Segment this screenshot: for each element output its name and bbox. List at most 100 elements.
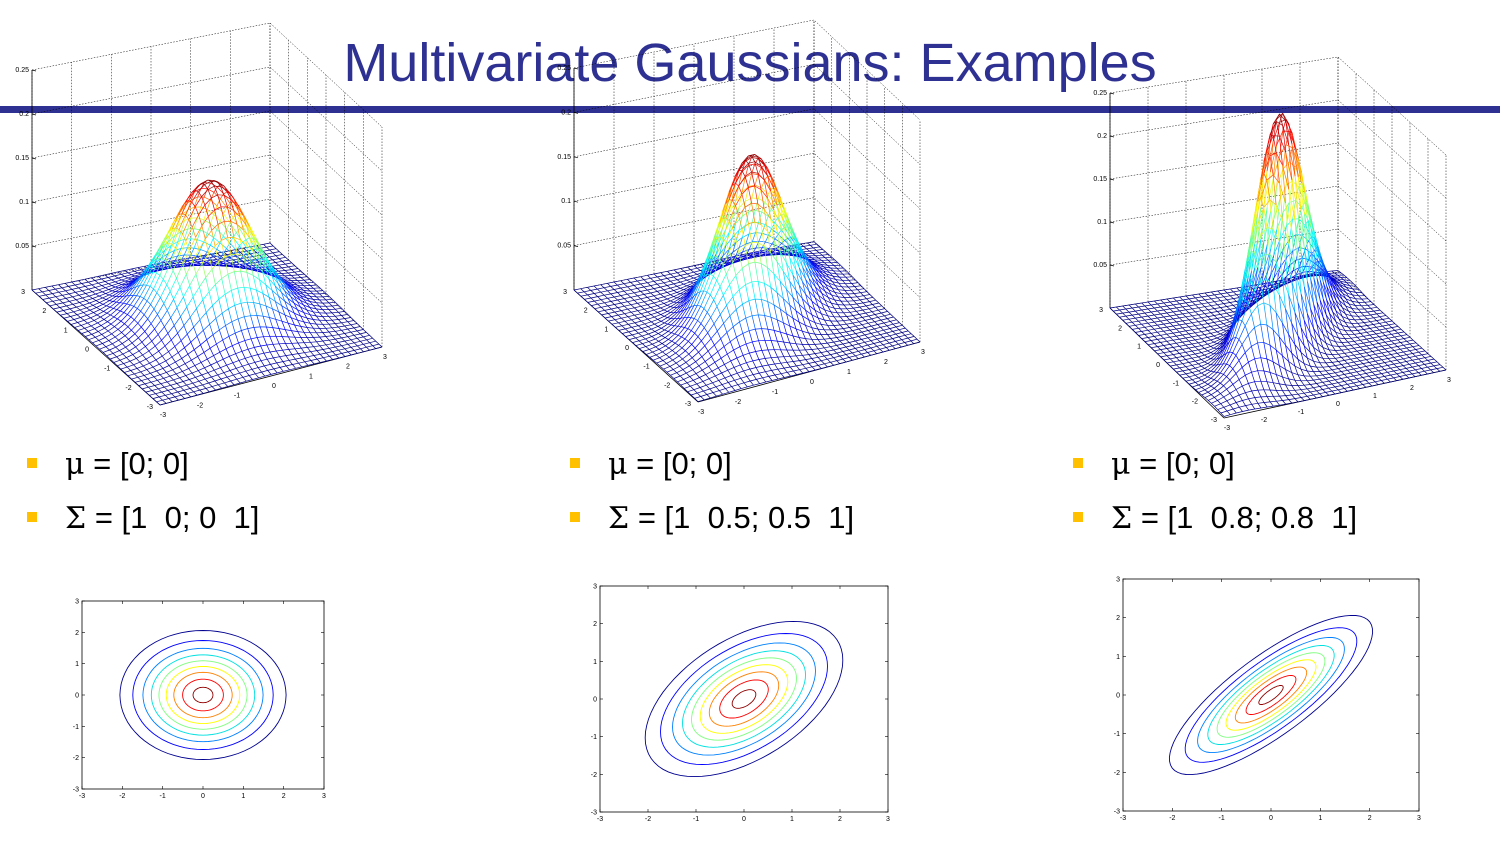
mesh-segment	[776, 191, 781, 206]
mesh-segment	[100, 316, 105, 320]
mesh-segment	[686, 372, 691, 377]
mesh-segment	[75, 290, 83, 293]
mesh-segment	[316, 296, 320, 301]
mesh-segment	[803, 244, 811, 247]
mesh-segment	[237, 286, 245, 289]
mesh-segment	[179, 286, 184, 298]
mesh-segment	[116, 296, 124, 303]
mesh-segment	[208, 253, 213, 270]
mesh-segment	[130, 308, 138, 318]
mesh-segment	[607, 289, 615, 292]
mesh-segment	[185, 226, 193, 242]
mesh-segment	[303, 279, 308, 284]
mesh-segment	[719, 255, 724, 265]
mesh-segment	[316, 332, 320, 338]
mesh-segment	[833, 333, 838, 338]
mesh-segment	[112, 291, 120, 297]
mesh-segment	[722, 220, 730, 239]
mesh-segment	[193, 344, 201, 350]
mesh-segment	[633, 276, 641, 279]
mesh-segment	[322, 296, 330, 298]
mesh-segment	[667, 317, 671, 319]
mesh-segment	[647, 275, 651, 279]
mesh-segment	[207, 185, 215, 190]
mesh-segment	[169, 278, 177, 292]
mesh-segment	[694, 323, 702, 334]
mesh-segment	[176, 383, 181, 388]
mesh-segment	[314, 362, 321, 365]
mesh-segment	[821, 260, 825, 263]
mesh-segment	[684, 330, 692, 340]
mesh-segment	[811, 277, 816, 288]
mesh-segment	[735, 267, 743, 276]
mesh-segment	[688, 347, 696, 355]
mesh-segment	[775, 249, 783, 253]
mesh-segment	[855, 325, 860, 330]
mesh-segment	[833, 316, 838, 322]
mesh-segment	[855, 324, 863, 327]
mesh-segment	[213, 205, 218, 215]
mesh-segment	[805, 293, 813, 302]
mesh-segment	[656, 291, 661, 295]
mesh-segment	[174, 340, 182, 347]
mesh-segment	[601, 314, 606, 319]
mesh-segment	[168, 351, 173, 358]
mesh-segment	[162, 264, 171, 280]
mesh-segment	[49, 296, 56, 299]
mesh-segment	[87, 331, 93, 335]
mesh-segment	[263, 353, 268, 360]
mesh-segment	[590, 296, 598, 299]
mesh-segment	[129, 360, 134, 366]
mesh-segment	[221, 237, 228, 241]
mesh-segment	[293, 303, 298, 310]
mesh-segment	[322, 290, 327, 294]
mesh-segment	[745, 284, 750, 301]
mesh-segment	[741, 165, 749, 173]
mesh-segment	[877, 331, 881, 335]
mesh-segment	[161, 253, 169, 259]
mesh-segment	[284, 314, 292, 319]
mesh-segment	[208, 382, 213, 387]
mesh-segment	[344, 318, 348, 322]
mesh-segment	[245, 239, 253, 250]
mesh-segment	[833, 325, 838, 330]
mesh-segment	[114, 275, 119, 279]
mesh-segment	[294, 277, 298, 281]
mesh-segment	[72, 304, 77, 308]
mesh-segment	[653, 309, 658, 313]
mesh-segment	[278, 258, 283, 262]
mesh-segment	[112, 339, 119, 345]
mesh-segment	[151, 340, 156, 347]
mesh-segment	[742, 211, 749, 217]
y-tick-label: 1	[64, 327, 68, 334]
mesh-segment	[138, 346, 146, 352]
mesh-segment	[667, 304, 671, 308]
mesh-segment	[279, 367, 284, 372]
mesh-segment	[808, 319, 813, 328]
mesh-segment	[160, 381, 168, 385]
mesh-segment	[191, 191, 199, 203]
mesh-segment	[767, 175, 775, 190]
mesh-segment	[87, 322, 92, 327]
mesh-segment	[223, 194, 231, 200]
mesh-segment	[861, 322, 869, 326]
mesh-segment	[107, 321, 112, 325]
mesh-segment	[193, 217, 198, 229]
mesh-segment	[98, 282, 103, 286]
mesh-segment	[657, 309, 665, 313]
mesh-segment	[279, 356, 284, 362]
mesh-segment	[125, 284, 133, 291]
mesh-segment	[653, 279, 661, 282]
mesh-segment	[181, 200, 189, 214]
mesh-segment	[341, 328, 348, 331]
mesh-segment	[228, 332, 236, 337]
mesh-segment	[611, 307, 618, 310]
mesh-segment	[692, 365, 700, 370]
mesh-segment	[312, 304, 317, 310]
mesh-segment	[201, 372, 209, 376]
mesh-segment	[696, 291, 701, 294]
mesh-segment	[272, 343, 280, 345]
mesh-segment	[294, 265, 299, 269]
mesh-segment	[221, 273, 229, 279]
mesh-segment	[792, 254, 797, 271]
